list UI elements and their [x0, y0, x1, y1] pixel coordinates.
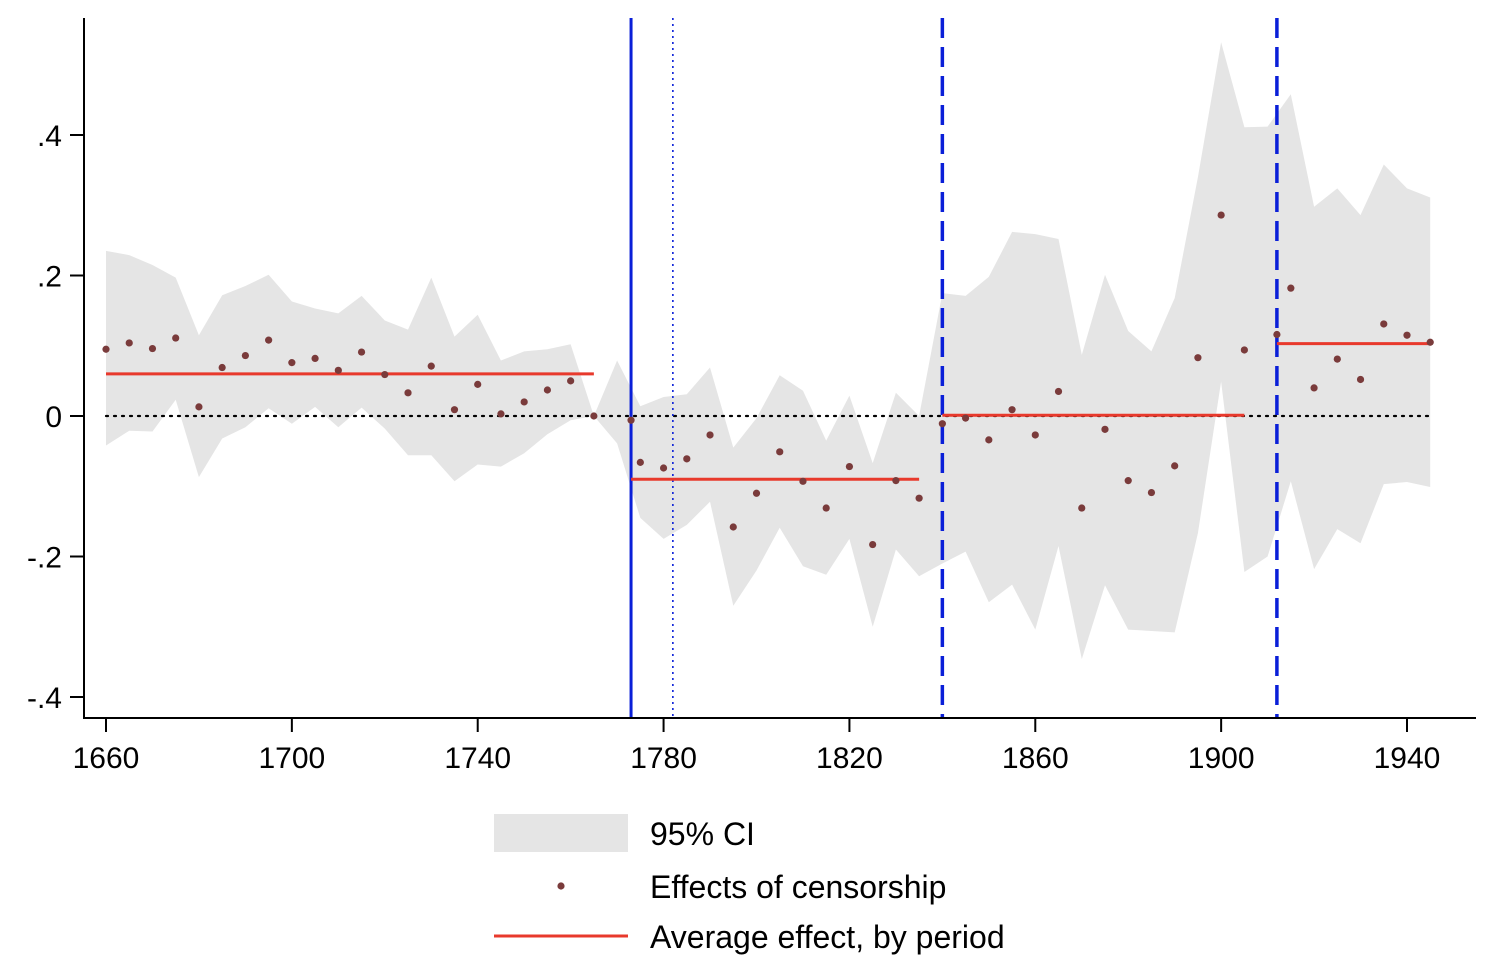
point-1760 [567, 377, 575, 385]
legend-label-1: 95% CI [650, 816, 755, 852]
point-1730 [427, 362, 435, 370]
point-1685 [218, 363, 226, 372]
point-1755 [543, 386, 552, 394]
point-1715 [357, 348, 366, 356]
point-1945 [1426, 338, 1434, 346]
point-1740 [474, 380, 482, 388]
point-1725 [404, 389, 412, 397]
point-1695 [265, 336, 273, 344]
point-1750 [520, 398, 528, 406]
x-tick-label-1860: 1860 [1002, 742, 1069, 775]
axes: 1660 1700 1740 1780 1820 1860 1900 1940 -.4 -.2 0.… [27, 18, 1476, 775]
point-1705 [311, 354, 319, 362]
x-tick-label-1660: 1660 [73, 742, 140, 775]
point-1890 [1171, 462, 1179, 470]
point-1885 [1147, 488, 1156, 497]
x-tick-label-1820: 1820 [816, 742, 883, 775]
point-1805 [776, 448, 784, 456]
y-tick-label-3: .2 [37, 261, 62, 294]
point-1940 [1403, 331, 1411, 339]
point-1912 [1273, 330, 1281, 339]
point-1830 [892, 477, 900, 485]
point-1855 [1008, 406, 1016, 414]
legend-swatch-points [557, 882, 565, 890]
point-1665 [125, 339, 133, 347]
point-1850 [985, 436, 993, 444]
point-1773 [627, 416, 635, 424]
point-1735 [450, 406, 459, 414]
point-1920 [1310, 384, 1318, 392]
x-tick-label-1740: 1740 [444, 742, 511, 775]
legend-label-2: Effects of censorship [650, 869, 946, 905]
x-tick-label-1700: 1700 [258, 742, 325, 775]
x-tick-label-1780: 1780 [630, 742, 697, 775]
ci-band [106, 42, 1431, 660]
point-1825 [869, 540, 877, 549]
point-1775 [636, 458, 644, 466]
point-1845 [961, 414, 970, 422]
point-1915 [1287, 284, 1295, 292]
point-1795 [729, 523, 737, 531]
point-1675 [172, 334, 180, 342]
legend-swatch-ci [494, 814, 628, 852]
point-1930 [1356, 375, 1365, 384]
point-1710 [334, 366, 342, 374]
y-tick-label-1: -.2 [27, 542, 62, 575]
point-1810 [799, 477, 807, 485]
y-tick-label-0: -.4 [27, 682, 62, 715]
point-1900 [1217, 211, 1225, 219]
point-1765 [590, 412, 598, 420]
point-1860 [1031, 431, 1039, 439]
point-1680 [195, 403, 203, 411]
x-tick-label-1900: 1900 [1188, 742, 1255, 775]
point-1800 [752, 489, 761, 497]
point-1745 [497, 410, 505, 418]
y-tick-label-2: 0 [45, 401, 62, 434]
plot-area [102, 18, 1434, 718]
point-1875 [1101, 425, 1109, 433]
point-1865 [1054, 387, 1063, 396]
point-1700 [288, 359, 296, 367]
legend-label-3: Average effect, by period [650, 919, 1005, 955]
point-1835 [915, 494, 923, 502]
legend: 95% CI Effects of censorship Average effec… [494, 814, 1005, 955]
point-1785 [683, 455, 691, 463]
x-tick-label-1940: 1940 [1374, 742, 1441, 775]
point-1790 [706, 431, 714, 439]
point-1840 [938, 420, 946, 428]
point-1895 [1194, 354, 1202, 362]
point-1870 [1078, 504, 1086, 512]
y-tick-label-4: .4 [37, 120, 62, 153]
point-1820 [845, 462, 854, 471]
point-1720 [381, 370, 389, 379]
point-1815 [822, 504, 830, 512]
point-1660 [102, 345, 110, 353]
point-1690 [241, 351, 249, 360]
point-1780 [659, 464, 668, 472]
point-1925 [1333, 355, 1341, 363]
point-1905 [1240, 346, 1248, 354]
point-1880 [1124, 477, 1132, 485]
point-1670 [148, 344, 157, 353]
point-1935 [1380, 320, 1388, 328]
